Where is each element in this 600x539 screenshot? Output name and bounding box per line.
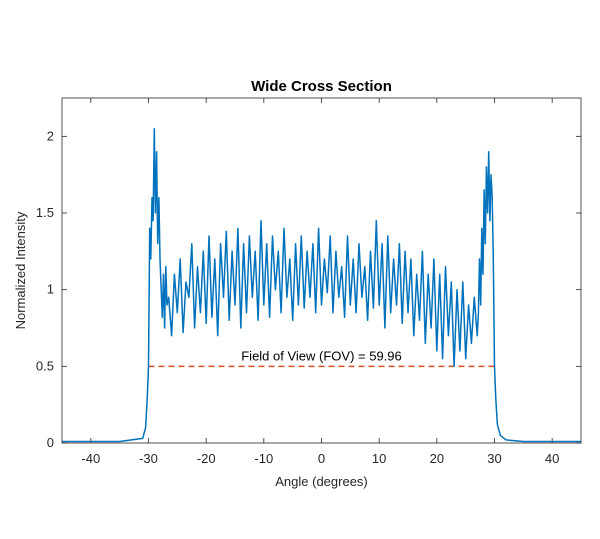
x-tick-label: 10	[372, 451, 386, 466]
x-tick-label: 0	[318, 451, 325, 466]
intensity-series-line	[62, 127, 581, 443]
axes-box	[61, 97, 582, 444]
x-tick-label: 30	[487, 451, 501, 466]
y-axis-label: Normalized Intensity	[13, 211, 28, 329]
x-tick-label: -20	[197, 451, 216, 466]
x-tick-label: -30	[139, 451, 158, 466]
x-axis-label: Angle (degrees)	[275, 474, 368, 489]
x-tick-label: -40	[81, 451, 100, 466]
y-tick-label: 1	[47, 282, 54, 297]
y-tick-label: 0.5	[36, 358, 54, 373]
y-tick-label: 0	[47, 435, 54, 450]
y-tick-label: 1.5	[36, 205, 54, 220]
fov-annotation: Field of View (FOV) = 59.96	[241, 348, 402, 363]
chart-title: Wide Cross Section	[251, 78, 392, 95]
y-tick-label: 2	[47, 128, 54, 143]
x-tick-label: 40	[545, 451, 559, 466]
plot-area: -40 -30 -20 -10 0 10 20 30 40 0 0.5 1 1.5 2 Field of V…	[36, 97, 582, 466]
x-tick-label: 20	[430, 451, 444, 466]
x-tick-label: -10	[254, 451, 273, 466]
